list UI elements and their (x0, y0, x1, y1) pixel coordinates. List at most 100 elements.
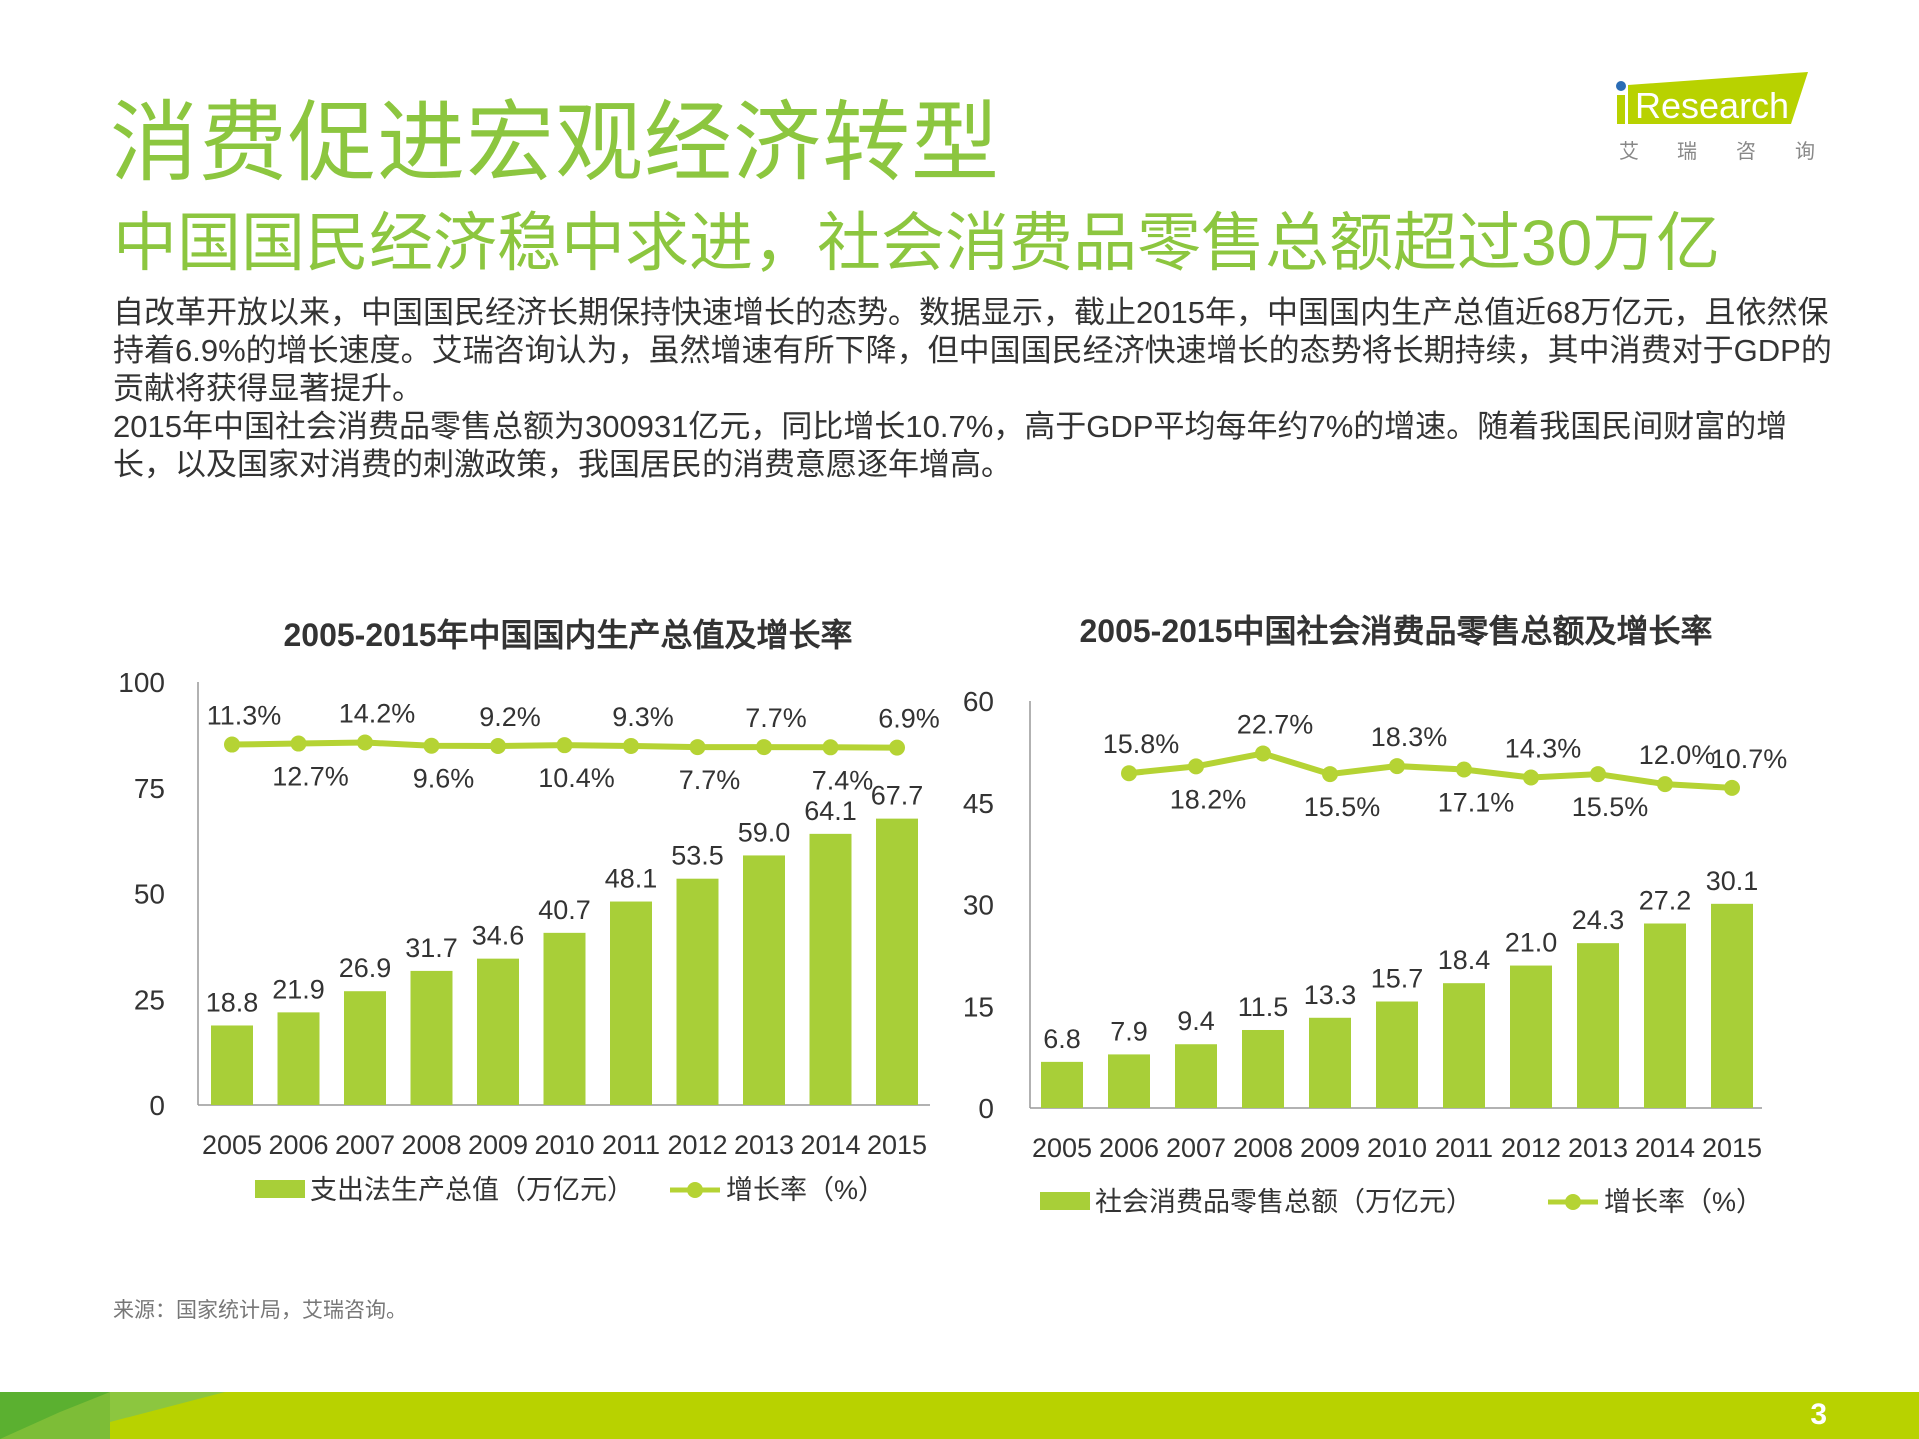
bar (1242, 1029, 1284, 1108)
x-tick-label: 2010 (534, 1130, 594, 1160)
svg-text:咨: 咨 (1736, 140, 1756, 163)
legend-line-label: 增长率（%） (1604, 1187, 1763, 1217)
growth-point (224, 736, 240, 753)
y-tick-label: 15 (963, 991, 994, 1022)
x-tick-label: 2009 (468, 1130, 528, 1160)
growth-point (1724, 779, 1740, 796)
growth-point (623, 737, 639, 754)
footer-bar (0, 1392, 1919, 1439)
x-tick-label: 2011 (602, 1130, 660, 1160)
bar-value-label: 30.1 (1706, 866, 1759, 896)
bar-value-label: 18.8 (206, 987, 259, 1017)
legend-line-marker (687, 1182, 703, 1198)
paragraph: 2015年中国社会消费品零售总额为300931亿元，同比增长10.7%，高于GD… (113, 409, 1788, 482)
svg-text:瑞: 瑞 (1677, 140, 1697, 163)
x-tick-label: 2007 (1166, 1133, 1226, 1163)
x-tick-label: 2009 (1300, 1133, 1360, 1163)
bar (1443, 983, 1485, 1108)
bar (676, 878, 719, 1105)
growth-value-label: 15.5% (1572, 792, 1649, 822)
y-tick-label: 30 (963, 890, 994, 921)
growth-value-label: 17.1% (1438, 788, 1515, 818)
x-tick-label: 2005 (202, 1130, 262, 1160)
bar (1577, 943, 1619, 1108)
y-tick-label: 45 (963, 788, 994, 819)
bar-value-label: 31.7 (405, 933, 458, 963)
x-tick-label: 2007 (335, 1130, 395, 1160)
bar-value-label: 34.6 (472, 921, 525, 951)
bar-value-label: 13.3 (1304, 980, 1357, 1010)
x-tick-label: 2013 (734, 1130, 794, 1160)
y-tick-label: 0 (978, 1093, 994, 1124)
x-tick-label: 2008 (1233, 1133, 1293, 1163)
page-subtitle: 中国国民经济稳中求进，社会消费品零售总额超过30万亿 (113, 207, 1721, 279)
x-tick-label: 2014 (1635, 1133, 1695, 1163)
bar (477, 958, 519, 1105)
chart-title-retail: 2005-2015中国社会消费品零售总额及增长率 (1079, 613, 1713, 649)
growth-point (556, 737, 573, 754)
x-tick-label: 2015 (1702, 1133, 1762, 1163)
growth-point (290, 735, 307, 752)
bar-value-label: 6.8 (1043, 1024, 1081, 1054)
growth-value-label: 10.4% (538, 763, 615, 793)
bar-value-label: 21.0 (1505, 928, 1558, 958)
growth-point (689, 739, 706, 756)
growth-value-label: 18.3% (1371, 722, 1448, 752)
bar-value-label: 64.1 (804, 796, 857, 826)
growth-point (1523, 769, 1539, 786)
growth-point (1657, 776, 1673, 793)
iresearch-logo: Research 艾 瑞 咨 询 (1616, 72, 1815, 163)
growth-point (1121, 765, 1137, 782)
bar-value-label: 11.5 (1238, 992, 1289, 1022)
x-tick-label: 2005 (1032, 1133, 1092, 1163)
growth-point (357, 734, 373, 751)
growth-value-label: 11.3% (207, 701, 282, 731)
legend-line-label: 增长率（%） (726, 1175, 885, 1205)
y-tick-label: 100 (118, 667, 165, 698)
bar-value-label: 59.0 (738, 817, 791, 847)
bar-value-label: 7.9 (1110, 1016, 1148, 1046)
x-tick-label: 2015 (867, 1130, 927, 1160)
x-tick-label: 2012 (1501, 1133, 1561, 1163)
x-tick-label: 2006 (268, 1130, 328, 1160)
bar (876, 818, 918, 1105)
growth-value-label: 7.4% (812, 765, 874, 795)
growth-value-label: 22.7% (1237, 709, 1314, 739)
bar-value-label: 26.9 (339, 953, 392, 983)
bar (1175, 1044, 1217, 1108)
bar-value-label: 15.7 (1371, 964, 1424, 994)
growth-point (423, 737, 440, 754)
growth-value-label: 9.2% (479, 702, 541, 732)
bar (277, 1012, 320, 1105)
bar-value-label: 18.4 (1438, 945, 1491, 975)
legend-line-marker (1565, 1194, 1581, 1210)
growth-value-label: 7.7% (679, 765, 741, 795)
bar (344, 991, 386, 1105)
x-tick-label: 2011 (1435, 1133, 1493, 1163)
legend-bar-swatch (1040, 1192, 1090, 1210)
growth-value-label: 15.8% (1103, 729, 1180, 759)
growth-value-label: 12.7% (272, 762, 349, 792)
bar (1644, 923, 1686, 1108)
bar (1711, 903, 1753, 1108)
x-tick-label: 2014 (800, 1130, 860, 1160)
page-number: 3 (1810, 1398, 1827, 1431)
growth-point (1255, 745, 1271, 762)
bar-value-label: 40.7 (538, 895, 591, 925)
bar-value-label: 48.1 (605, 864, 658, 894)
growth-point (1389, 758, 1405, 775)
bar (1376, 1001, 1418, 1108)
legend-bar-label: 支出法生产总值（万亿元） (310, 1175, 634, 1205)
source-note: 来源：国家统计局，艾瑞咨询。 (113, 1299, 407, 1322)
legend-bar-label: 社会消费品零售总额（万亿元） (1095, 1187, 1473, 1217)
y-tick-label: 50 (134, 879, 165, 910)
bar (809, 833, 852, 1105)
bar-value-label: 24.3 (1572, 905, 1625, 935)
growth-value-label: 14.2% (339, 698, 416, 728)
y-tick-label: 0 (149, 1090, 165, 1121)
growth-line (1128, 750, 1733, 791)
chart-title-gdp: 2005-2015年中国国内生产总值及增长率 (283, 617, 853, 653)
bar-value-label: 27.2 (1639, 885, 1692, 915)
svg-text:询: 询 (1795, 140, 1815, 163)
